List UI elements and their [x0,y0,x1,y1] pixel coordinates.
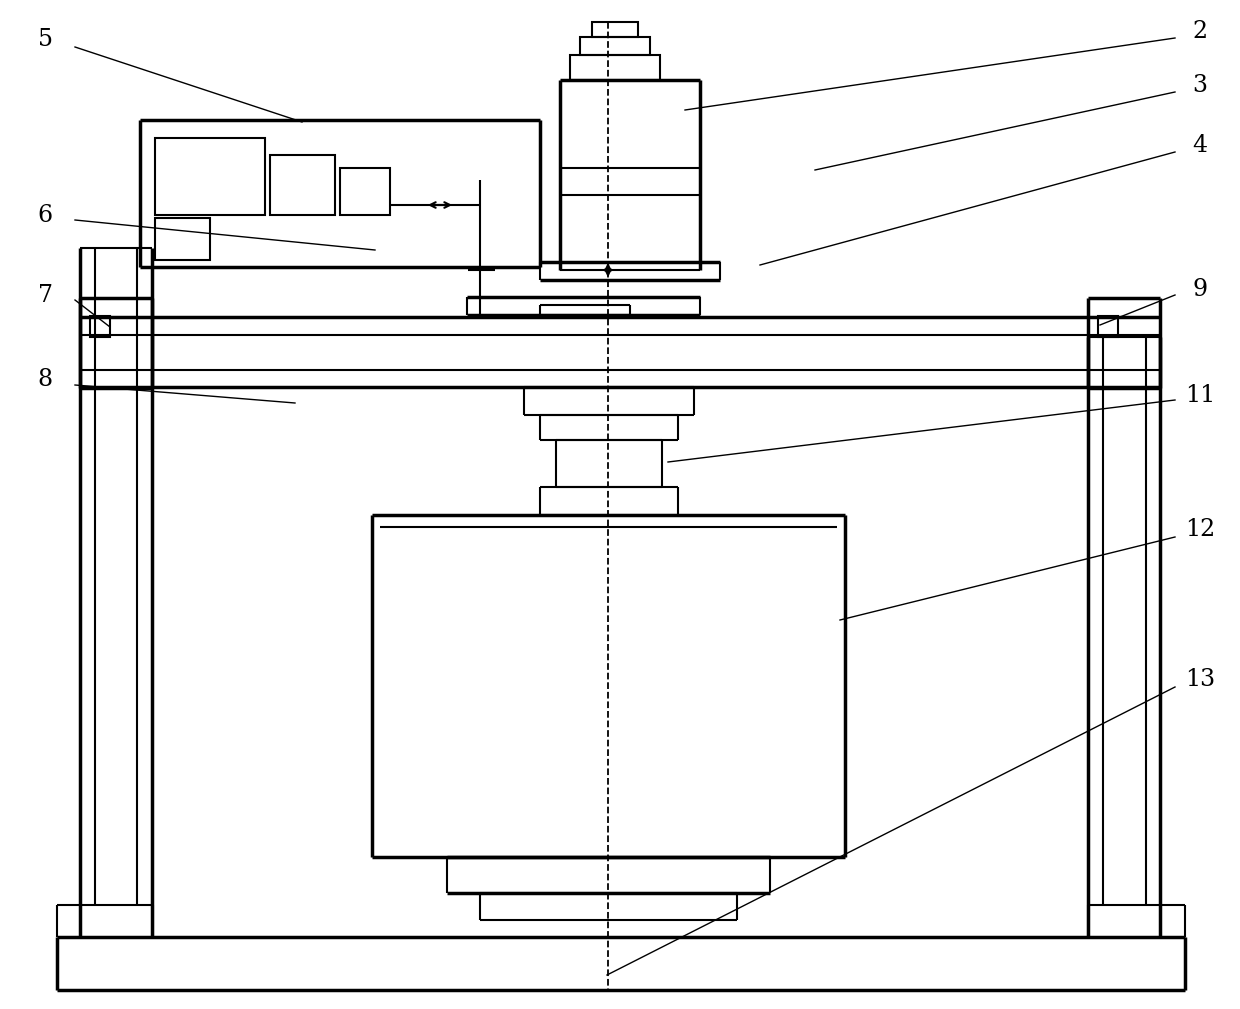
Bar [270,155,335,215]
Bar [570,55,660,80]
Text: 4: 4 [1193,133,1208,156]
Bar [580,37,650,55]
Text: 13: 13 [1185,669,1215,691]
Text: 2: 2 [1193,20,1208,43]
Bar [1097,316,1118,337]
Text: 3: 3 [1193,74,1208,97]
Bar [155,138,265,215]
Text: 9: 9 [1193,278,1208,302]
Text: 7: 7 [37,284,52,307]
Bar [340,169,391,215]
Text: 6: 6 [37,204,52,226]
Text: 8: 8 [37,368,52,391]
Text: 11: 11 [1185,383,1215,407]
Bar [591,22,639,37]
Text: 12: 12 [1185,519,1215,542]
Text: 5: 5 [37,28,52,51]
Bar [91,316,110,337]
Bar [155,218,210,260]
